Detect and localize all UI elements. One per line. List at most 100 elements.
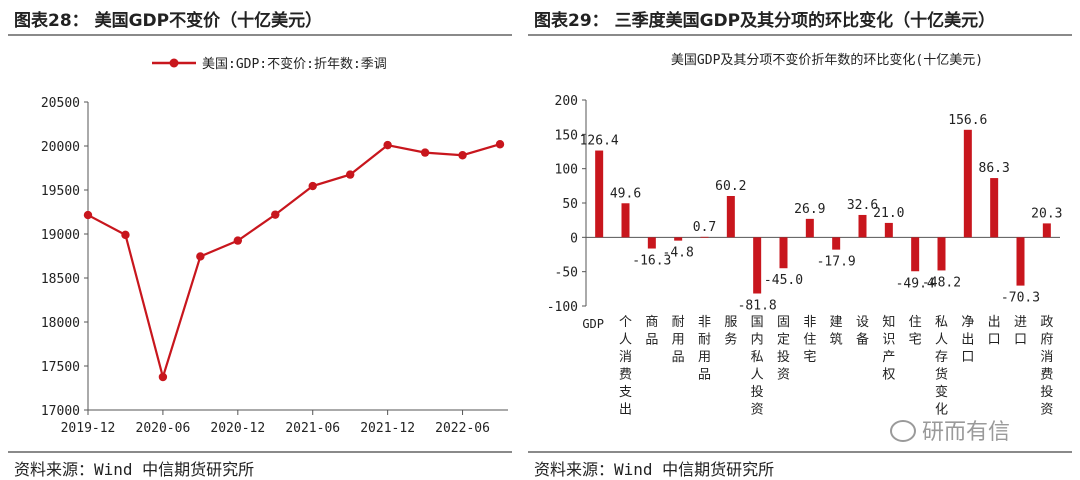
y-tick-label: 17500 [41,360,80,375]
category-label: 建筑 [830,315,843,348]
bar [963,129,972,238]
data-label: -16.3 [632,254,671,269]
category-label: 净出口 [961,315,974,365]
category-label: 进口 [1014,315,1027,348]
right-bar-chart: 美国GDP及其分项不变价折年数的环比变化(十亿美元)-100-500501001… [547,52,1063,418]
bar [595,150,604,238]
data-label: 32.6 [847,198,878,213]
data-point [495,140,505,149]
data-point [271,210,280,219]
category-label: 非耐用品 [698,315,711,383]
bar [805,218,814,238]
data-label: 0.7 [693,220,716,235]
category-label: 商品 [645,315,658,348]
data-point [345,170,355,179]
y-tick-label: 19000 [41,228,80,243]
category-label: 设备 [856,315,869,348]
y-tick-label: 0 [570,231,578,246]
category-label: 知识产权 [882,314,895,383]
right-panel-title: 图表29： 三季度美国GDP及其分项的环比变化（十亿美元） [534,11,996,31]
y-tick-label: 18500 [41,272,80,287]
data-point [458,151,467,160]
wechat-icon [890,420,916,442]
bar [1016,237,1025,286]
legend-label: 美国:GDP:不变价:折年数:季调 [202,56,387,72]
left-line-chart: 美国:GDP:不变价:折年数:季调 17000 17500 18000 18500 190… [41,56,508,436]
data-label: -4.8 [663,246,694,261]
data-label: -48.2 [922,275,961,290]
y-tick-label: 200 [555,94,578,109]
category-label: 耐用品 [672,315,685,365]
bar [990,178,999,238]
bar [858,214,867,238]
right-panel: 图表29： 三季度美国GDP及其分项的环比变化（十亿美元） 美国GDP及其分项不… [520,0,1080,479]
bar [647,237,656,249]
bar [937,237,946,271]
left-source: 资料来源：Wind 中信期货研究所 [14,460,255,479]
chart-title: 美国GDP及其分项不变价折年数的环比变化(十亿美元) [671,52,983,68]
y-tick-label: 100 [555,163,578,178]
watermark-text: 研而有信 [922,420,1011,445]
data-point [233,236,243,245]
data-point [121,230,130,240]
y-tick-label: 20000 [41,140,80,155]
bar [700,236,709,238]
y-tick-label: 17000 [41,404,80,419]
data-label: 26.9 [794,202,825,217]
bar [674,237,683,241]
data-point [196,252,205,261]
series-line [87,143,501,381]
y-tick-label: 150 [555,128,578,143]
data-label: 20.3 [1031,206,1062,221]
category-label: 服务 [724,315,737,348]
data-label: -70.3 [1001,291,1040,306]
y-tick-label: -100 [547,300,578,315]
y-tick-label: 20500 [41,96,80,111]
right-bottom-rule [528,451,1072,453]
right-top-rule [528,34,1072,36]
bar [621,203,630,238]
x-tick-label: 2022-06 [435,421,490,436]
y-tick-label: 19500 [41,184,80,199]
category-label: 住宅 [909,315,922,348]
data-point [83,210,93,220]
data-label: -49.4 [896,276,935,291]
data-label: -45.0 [764,273,803,288]
category-label: 出口 [988,315,1001,348]
data-label: 156.6 [948,113,987,128]
left-bottom-rule [8,451,512,453]
bar [726,195,735,238]
bar [832,237,841,250]
data-label: 21.0 [873,206,904,221]
category-label: 政府消费投资 [1040,315,1053,418]
data-label: 126.4 [580,134,619,149]
bar [884,222,893,238]
category-label: 国内私人投资 [751,315,764,418]
bar [753,237,762,294]
data-label: -17.9 [817,255,856,270]
x-tick-label: 2021-06 [285,421,340,436]
watermark: 研而有信 [890,414,1010,446]
data-label: 86.3 [979,161,1010,176]
x-tick-label: 2020-12 [210,421,265,436]
x-tick-label: 2019-12 [61,421,116,436]
data-label: 60.2 [715,179,746,194]
data-label: -81.8 [738,299,777,314]
data-point [420,148,430,157]
y-tick-label: 18000 [41,316,80,331]
data-label: 49.6 [610,186,641,201]
left-top-rule [8,34,512,36]
category-label: 个人消费支出 [619,315,632,418]
legend-marker [169,58,179,68]
bar [779,237,788,269]
category-label: 私人存货变化 [935,315,948,418]
left-panel-title: 图表28： 美国GDP不变价（十亿美元） [14,11,323,31]
bar [911,237,920,272]
data-point [158,372,168,382]
category-label: 非住宅 [803,315,816,365]
right-source: 资料来源：Wind 中信期货研究所 [534,460,775,479]
x-tick-label: 2021-12 [360,421,415,436]
y-tick-label: 50 [562,197,578,212]
bar [1042,223,1051,238]
category-label: 固定投资 [777,315,790,383]
